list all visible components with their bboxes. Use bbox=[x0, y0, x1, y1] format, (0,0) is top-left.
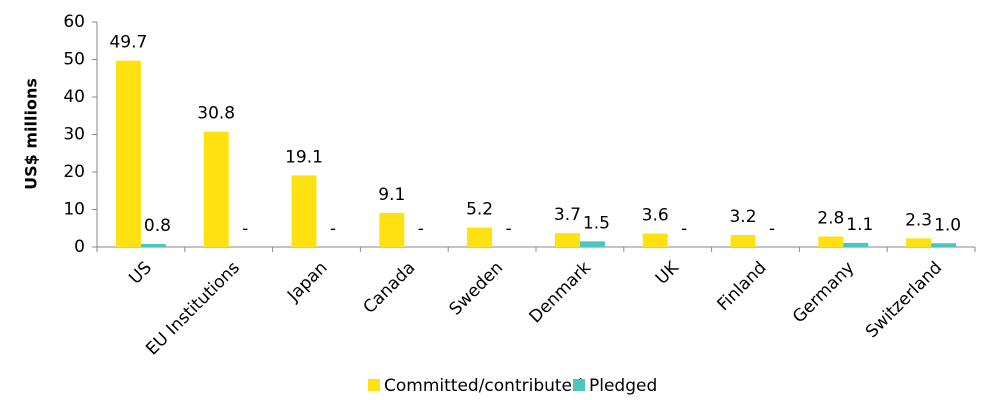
data-label: 5.2 bbox=[466, 200, 493, 220]
data-label: 19.1 bbox=[285, 147, 323, 167]
y-tick-label: 50 bbox=[63, 50, 85, 70]
data-label: 9.1 bbox=[378, 185, 405, 205]
data-label: 1.1 bbox=[846, 215, 873, 235]
bar bbox=[115, 60, 141, 247]
bar bbox=[140, 244, 166, 247]
bar bbox=[843, 242, 869, 247]
y-tick-label: 30 bbox=[63, 125, 85, 145]
x-tick-label: Canada bbox=[359, 258, 419, 318]
bar bbox=[906, 238, 932, 247]
data-label: - bbox=[418, 219, 424, 239]
bar bbox=[642, 233, 668, 247]
data-label: - bbox=[330, 219, 336, 239]
data-label: - bbox=[506, 219, 512, 239]
y-tick-label: 40 bbox=[63, 87, 85, 107]
x-tick-label: Germany bbox=[789, 258, 858, 327]
x-tick-label: Finland bbox=[713, 258, 770, 315]
x-tick-label: Sweden bbox=[446, 258, 508, 320]
legend-label: Committed/contributed bbox=[384, 376, 583, 396]
x-tick-label: Japan bbox=[283, 258, 331, 306]
x-tick-label: US bbox=[125, 258, 156, 289]
bar bbox=[203, 131, 229, 247]
legend-label: Pledged bbox=[589, 376, 657, 396]
x-tick-label: Denmark bbox=[526, 258, 596, 328]
y-tick-label: 10 bbox=[63, 200, 85, 220]
bar bbox=[579, 241, 605, 247]
data-label: 0.8 bbox=[144, 216, 171, 236]
bar bbox=[730, 235, 756, 247]
data-label: 49.7 bbox=[109, 33, 147, 53]
data-label: 3.7 bbox=[554, 205, 581, 225]
bar bbox=[467, 227, 493, 247]
y-tick-label: 20 bbox=[63, 162, 85, 182]
bar bbox=[379, 212, 405, 247]
data-label: 1.5 bbox=[583, 213, 610, 233]
x-tick-label: Switzerland bbox=[862, 258, 946, 342]
y-tick-label: 60 bbox=[63, 12, 85, 32]
data-label: - bbox=[681, 219, 687, 239]
data-label: 1.0 bbox=[934, 215, 961, 235]
data-label: 2.8 bbox=[817, 209, 844, 229]
data-label: 2.3 bbox=[905, 210, 932, 230]
data-label: - bbox=[769, 219, 775, 239]
legend-swatch bbox=[573, 379, 585, 391]
y-axis-label: US$ millions bbox=[22, 78, 41, 190]
bar bbox=[554, 233, 580, 247]
legend-swatch bbox=[368, 379, 380, 391]
y-tick-label: 0 bbox=[74, 237, 85, 257]
data-label: - bbox=[242, 219, 248, 239]
data-label: 3.6 bbox=[642, 206, 669, 226]
x-tick-label: UK bbox=[652, 257, 683, 288]
bar bbox=[291, 175, 317, 247]
bar bbox=[818, 236, 844, 247]
bar bbox=[931, 243, 957, 247]
data-label: 30.8 bbox=[197, 104, 235, 124]
x-tick-label: EU Institutions bbox=[142, 258, 244, 360]
data-label: 3.2 bbox=[729, 207, 756, 227]
